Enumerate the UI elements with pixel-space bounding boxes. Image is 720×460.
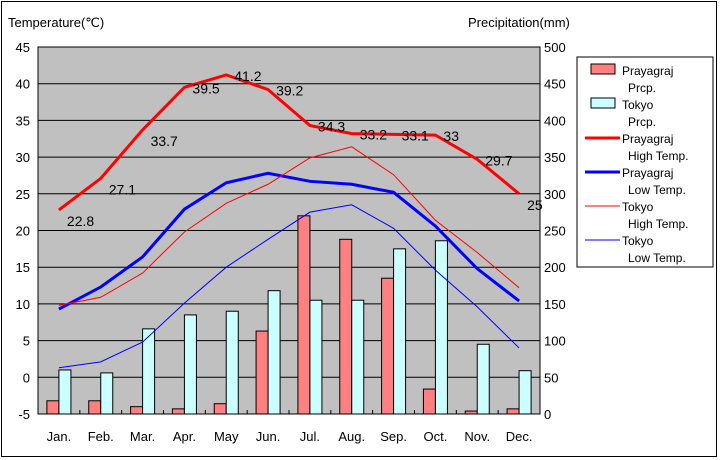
right-tick-label: 500	[544, 40, 566, 55]
x-tick-label: Sep.	[380, 429, 407, 444]
bar-tokyo-prcp--5	[267, 290, 281, 415]
x-tick-label: Jan.	[47, 429, 72, 444]
x-tick-label: Mar.	[130, 429, 155, 444]
x-tick-label: Nov.	[464, 429, 490, 444]
data-label: 41.2	[234, 68, 261, 84]
bar-tokyo-prcp--4	[225, 310, 239, 415]
y-left-label: Temperature(℃)	[8, 15, 104, 30]
legend-box	[576, 56, 714, 268]
bar-prayagraj-prcp--5	[255, 330, 269, 415]
bar-prayagraj-prcp--9	[422, 388, 436, 415]
data-label: 25	[527, 197, 543, 213]
data-label: 33	[443, 128, 459, 144]
right-tick-label: 50	[544, 370, 558, 385]
left-tick-label: 5	[23, 334, 30, 349]
bar-tokyo-prcp--6	[309, 299, 323, 415]
legend-label: High Temp.	[628, 149, 688, 163]
legend-label: Prayagraj	[622, 64, 673, 78]
line-prayagraj-high-temp-	[58, 73, 521, 212]
y-right-label: Precipitation(mm)	[468, 15, 570, 30]
legend-label: Tokyo	[622, 200, 654, 214]
left-tick-label: 20	[16, 224, 30, 239]
right-tick-label: 400	[544, 113, 566, 128]
x-tick-label: Jun.	[256, 429, 281, 444]
data-label: 34.3	[318, 119, 345, 135]
x-tick-label: Jul.	[300, 429, 320, 444]
bar-tokyo-prcp--10	[476, 343, 490, 415]
legend-label: Low Temp.	[628, 251, 686, 265]
bar-tokyo-prcp--1	[100, 372, 114, 415]
x-tick-label: May	[214, 429, 239, 444]
left-tick-label: 25	[16, 187, 30, 202]
data-label: 29.7	[485, 152, 512, 168]
bar-tokyo-prcp--9	[434, 240, 448, 415]
line-prayagraj-low-temp-	[58, 171, 520, 311]
right-tick-label: 200	[544, 260, 566, 275]
left-tick-label: 15	[16, 260, 30, 275]
left-tick-label: 30	[16, 150, 30, 165]
bar-prayagraj-prcp--3	[171, 408, 185, 415]
bar-prayagraj-prcp--2	[130, 406, 144, 415]
bar-prayagraj-prcp--11	[506, 408, 520, 415]
legend-label: Prcp.	[628, 115, 656, 129]
x-tick-label: Feb.	[88, 429, 114, 444]
data-label: 39.2	[276, 83, 303, 99]
data-label: 27.1	[109, 181, 136, 197]
legend-label: Prayagraj	[622, 132, 673, 146]
bar-tokyo-prcp--7	[351, 299, 365, 415]
left-tick-label: 10	[16, 297, 30, 312]
line-tokyo-low-temp-	[58, 204, 520, 369]
right-tick-label: 300	[544, 187, 566, 202]
data-label: 39.5	[192, 80, 219, 96]
left-tick-label: 45	[16, 40, 30, 55]
legend-label: High Temp.	[628, 217, 688, 231]
bar-prayagraj-prcp--8	[381, 277, 395, 415]
right-tick-label: 150	[544, 297, 566, 312]
left-tick-label: 40	[16, 77, 30, 92]
bar-prayagraj-prcp--0	[46, 400, 60, 415]
x-tick-label: Oct.	[423, 429, 447, 444]
legend-label: Prcp.	[628, 81, 656, 95]
legend-label: Tokyo	[622, 98, 654, 112]
bar-tokyo-prcp--3	[183, 314, 197, 415]
bar-prayagraj-prcp--7	[339, 238, 353, 415]
left-tick-label: -5	[18, 407, 30, 422]
x-tick-label: Dec.	[506, 429, 533, 444]
x-tick-label: Aug.	[338, 429, 365, 444]
data-label: 22.8	[67, 213, 94, 229]
x-tick-label: Apr.	[173, 429, 196, 444]
legend-swatch	[590, 97, 616, 109]
bar-prayagraj-prcp--10	[464, 410, 478, 415]
bar-prayagraj-prcp--4	[213, 403, 227, 415]
data-label: 33.7	[151, 133, 178, 149]
right-tick-label: 250	[544, 224, 566, 239]
bar-prayagraj-prcp--1	[88, 400, 102, 415]
right-tick-label: 100	[544, 334, 566, 349]
bar-tokyo-prcp--11	[518, 370, 532, 415]
right-tick-label: 450	[544, 77, 566, 92]
legend-label: Low Temp.	[628, 183, 686, 197]
right-tick-label: 350	[544, 150, 566, 165]
legend: Prayagraj Prcp. Tokyo Prcp. Prayagraj High Te…	[576, 56, 714, 268]
left-tick-label: 35	[16, 113, 30, 128]
bar-tokyo-prcp--2	[142, 328, 156, 415]
legend-label: Prayagraj	[622, 166, 673, 180]
left-tick-label: 0	[23, 370, 30, 385]
data-label: 33.1	[402, 127, 429, 143]
right-tick-label: 0	[544, 407, 551, 422]
bar-tokyo-prcp--0	[58, 369, 72, 415]
legend-label: Tokyo	[622, 234, 654, 248]
legend-swatch	[590, 63, 616, 75]
bar-tokyo-prcp--8	[393, 248, 407, 415]
bar-prayagraj-prcp--6	[297, 215, 311, 415]
data-label: 33.2	[360, 127, 387, 143]
line-tokyo-high-temp-	[58, 146, 520, 306]
